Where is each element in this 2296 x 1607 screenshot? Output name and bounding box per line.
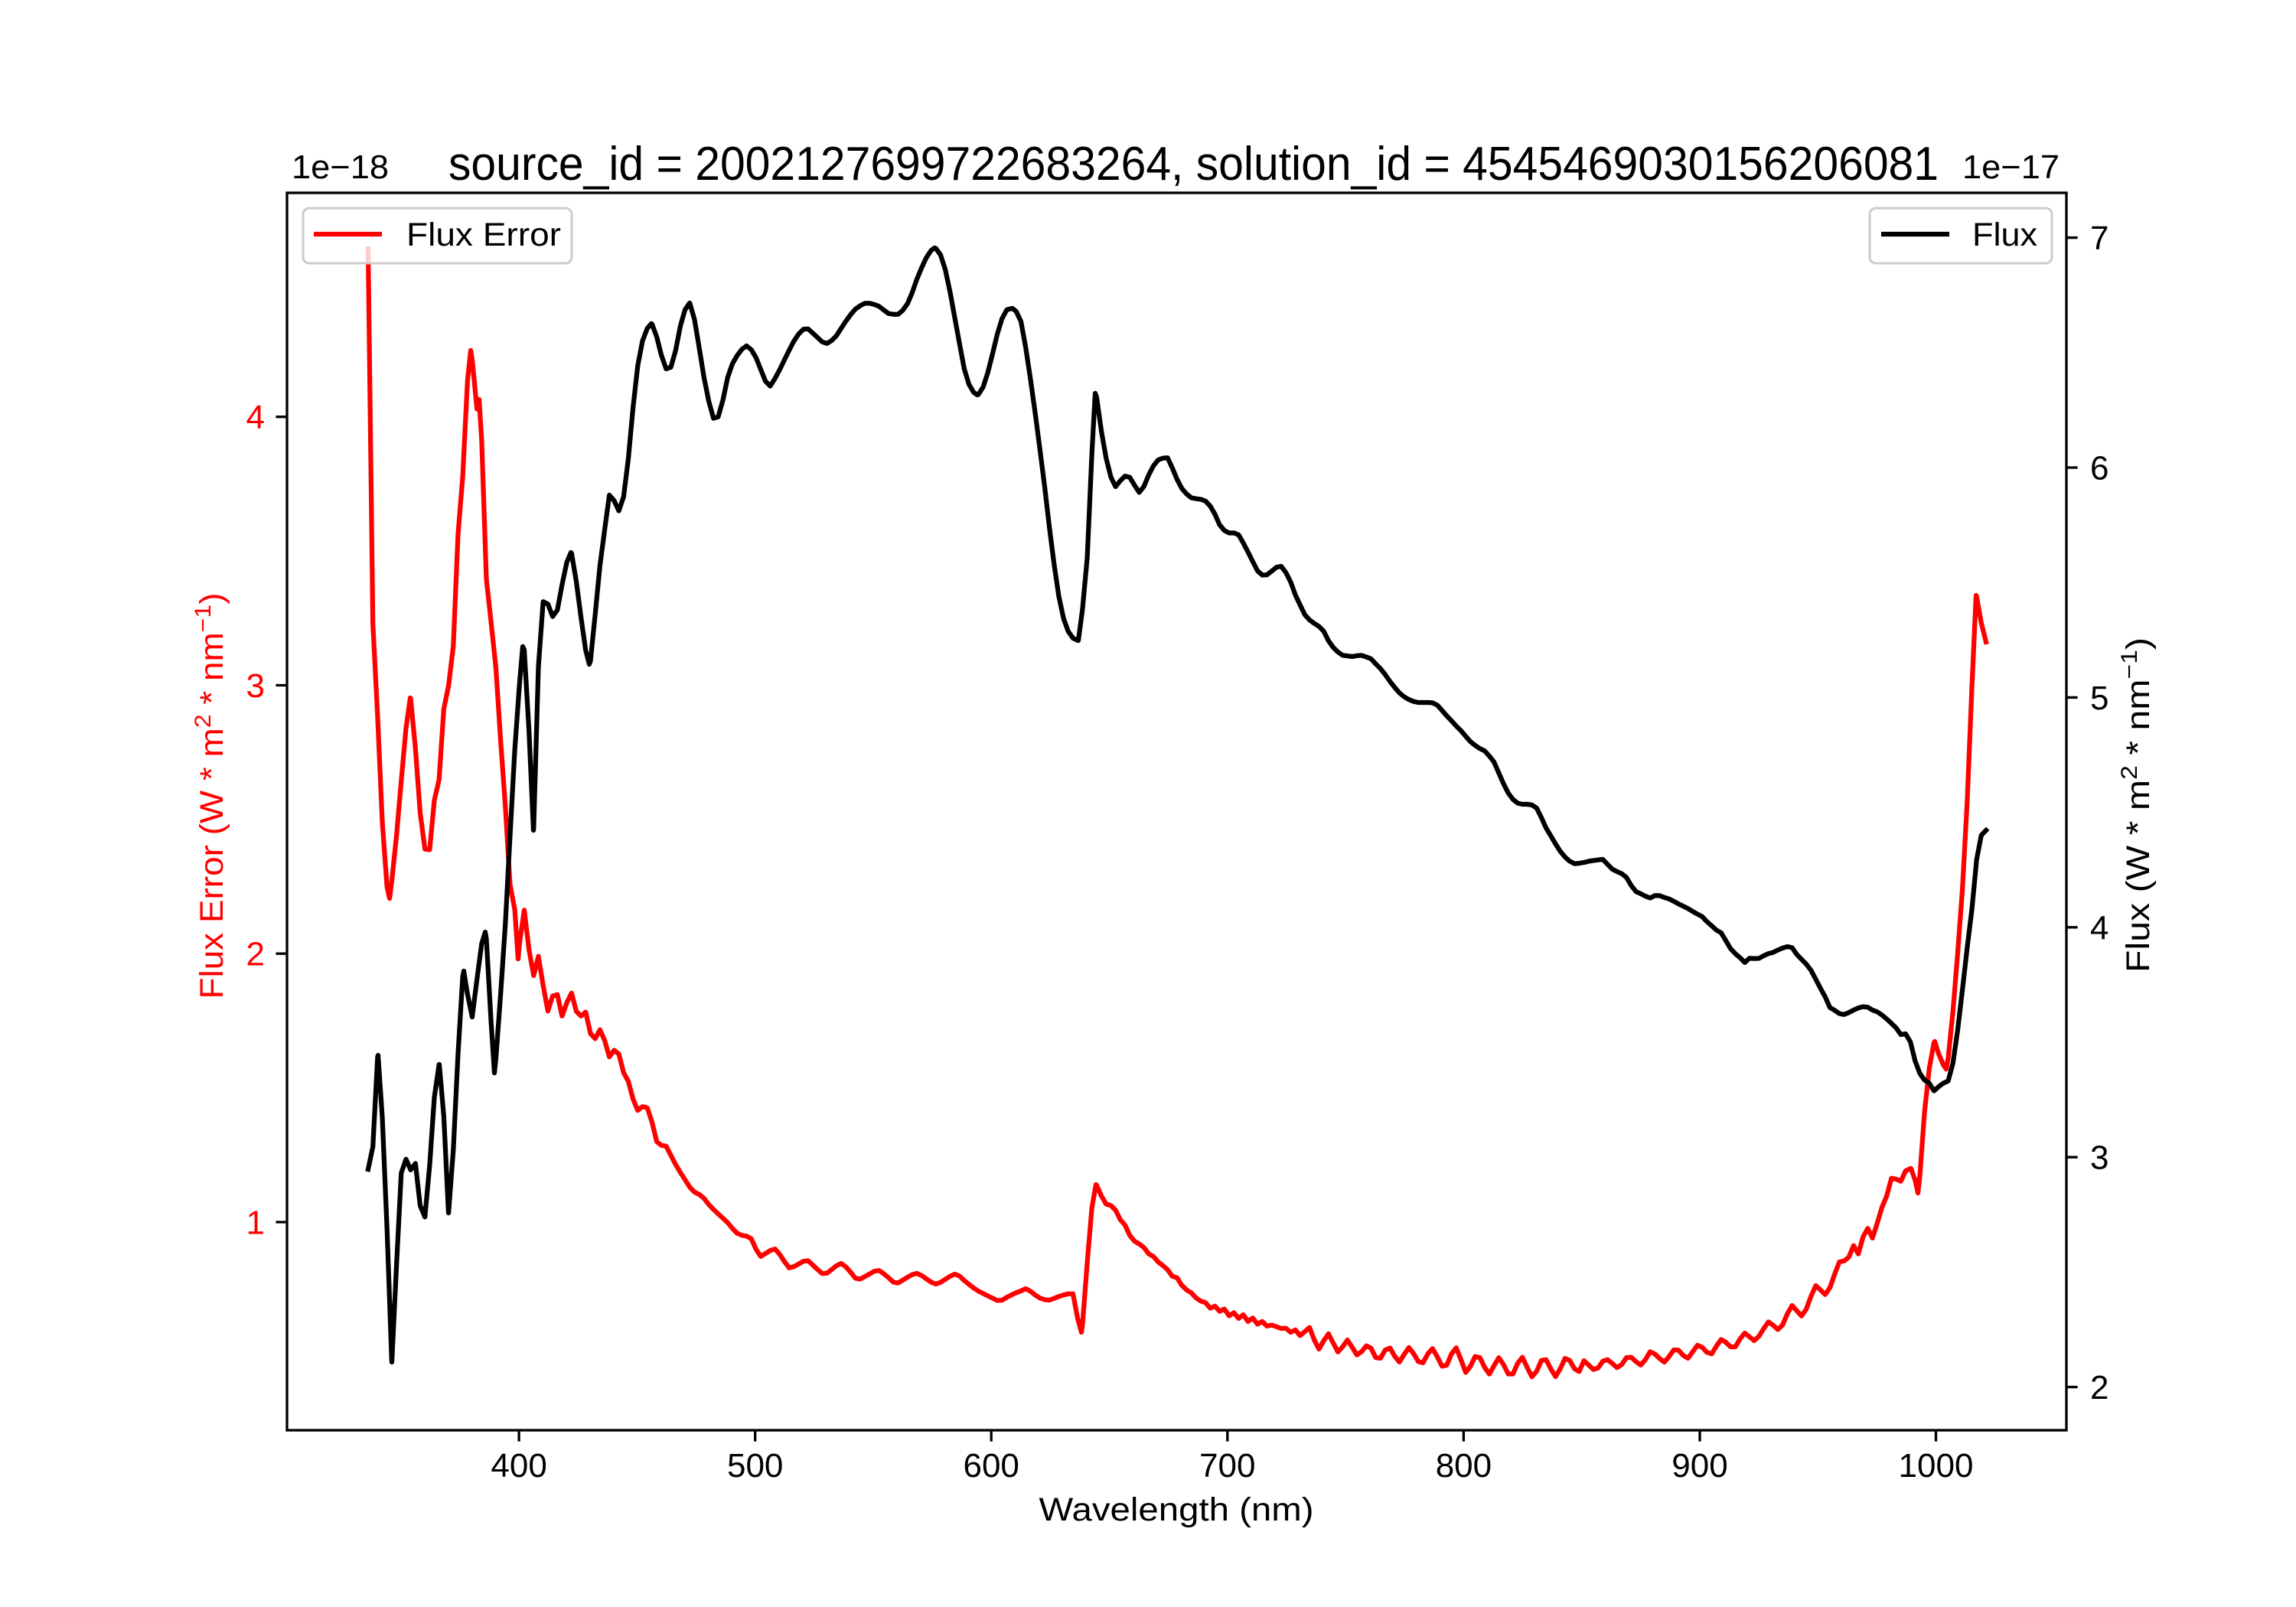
svg-text:900: 900 xyxy=(1671,1447,1727,1485)
svg-text:Flux Error (W * m2 * nm−1): Flux Error (W * m2 * nm−1) xyxy=(191,593,230,999)
svg-text:4: 4 xyxy=(246,399,265,436)
svg-text:1e−17: 1e−17 xyxy=(1962,148,2060,186)
svg-text:Flux: Flux xyxy=(1972,217,2038,253)
svg-text:2: 2 xyxy=(246,936,265,973)
svg-text:1000: 1000 xyxy=(1899,1447,1974,1485)
svg-text:1e−18: 1e−18 xyxy=(292,148,389,186)
svg-text:400: 400 xyxy=(491,1447,546,1485)
svg-text:700: 700 xyxy=(1199,1447,1255,1485)
svg-text:7: 7 xyxy=(2090,220,2108,257)
svg-text:3: 3 xyxy=(246,667,265,705)
svg-text:600: 600 xyxy=(963,1447,1019,1485)
svg-text:4: 4 xyxy=(2090,909,2108,947)
svg-text:source_id = 200212769972268326: source_id = 2002127699722683264, solutio… xyxy=(448,138,1939,191)
svg-text:1: 1 xyxy=(246,1204,265,1242)
svg-text:Wavelength (nm): Wavelength (nm) xyxy=(1039,1491,1314,1528)
svg-text:6: 6 xyxy=(2090,450,2108,487)
svg-text:5: 5 xyxy=(2090,680,2108,717)
svg-text:Flux Error: Flux Error xyxy=(406,217,561,253)
svg-text:500: 500 xyxy=(727,1447,783,1485)
svg-text:2: 2 xyxy=(2090,1369,2108,1407)
svg-text:3: 3 xyxy=(2090,1139,2108,1177)
svg-text:Flux (W * m2 * nm−1): Flux (W * m2 * nm−1) xyxy=(2117,637,2157,973)
svg-text:800: 800 xyxy=(1436,1447,1492,1485)
